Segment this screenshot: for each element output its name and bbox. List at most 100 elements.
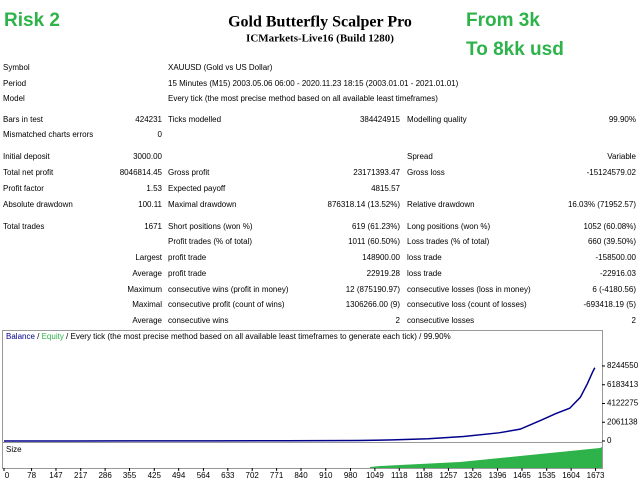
x-tick-label: 702 [246, 471, 260, 480]
report-value: 384424915 [360, 115, 401, 124]
report-label: Maximal [132, 300, 162, 309]
report-label: consecutive wins [168, 316, 228, 325]
report-label: Model [3, 94, 25, 103]
y-tick-label: 4122275 [607, 399, 639, 408]
right-note: To 8kk usd [466, 39, 564, 60]
report-value: 876318.14 (13.52%) [328, 200, 401, 209]
report-value: 6 (-4180.56) [592, 285, 636, 294]
report-label: Mismatched charts errors [3, 130, 93, 139]
report-label: Spread [407, 152, 433, 161]
x-tick-label: 355 [123, 471, 137, 480]
x-tick-label: 1188 [415, 471, 433, 480]
report-value: 660 (39.50%) [588, 237, 636, 246]
x-tick-label: 494 [172, 471, 186, 480]
legend-item: Balance [6, 332, 35, 341]
report-value: 3000.00 [133, 152, 162, 161]
balance-line [3, 367, 596, 442]
report-label: Short positions (won %) [168, 222, 253, 231]
report-value: 16.03% (71952.57) [568, 200, 636, 209]
report-value: 22919.28 [367, 269, 401, 278]
report-label: consecutive wins (profit in money) [168, 285, 289, 294]
report-label: loss trade [407, 269, 442, 278]
report-subtitle: ICMarkets-Live16 (Build 1280) [246, 33, 394, 45]
report-label: XAUUSD (Gold vs US Dollar) [168, 63, 273, 72]
report-value: -15124579.02 [587, 168, 637, 177]
size-label: Size [6, 445, 22, 454]
report-label: Gross loss [407, 168, 445, 177]
report-value: 8046814.45 [120, 168, 163, 177]
x-tick-label: 1326 [464, 471, 482, 480]
y-tick-label: 6183413 [607, 380, 639, 389]
x-tick-label: 425 [148, 471, 162, 480]
report-value: 99.90% [609, 115, 636, 124]
report-value: 424231 [135, 115, 162, 124]
report-title: Gold Butterfly Scalper Pro [228, 14, 412, 31]
report-label: profit trade [168, 253, 207, 262]
x-tick-label: 980 [344, 471, 358, 480]
legend-item: Equity [42, 332, 64, 341]
report-label: Largest [135, 253, 162, 262]
x-tick-label: 840 [294, 471, 308, 480]
x-tick-label: 564 [197, 471, 211, 480]
report-label: Total net profit [3, 168, 54, 177]
report-label: Relative drawdown [407, 200, 475, 209]
report-label: Profit factor [3, 184, 44, 193]
x-tick-label: 1049 [366, 471, 384, 480]
size-area [370, 447, 602, 468]
report-value: 100.11 [138, 200, 162, 209]
y-tick-label: 8244550 [607, 361, 639, 370]
report-value: 1.53 [146, 184, 162, 193]
y-tick-label: 2061138 [607, 417, 638, 426]
right-note: From 3k [466, 10, 540, 31]
report-value: 2 [632, 316, 637, 325]
chart-frame [2, 330, 603, 443]
report-value: 1052 (60.08%) [584, 222, 637, 231]
report-label: consecutive losses [407, 316, 474, 325]
report-value: 148900.00 [362, 253, 400, 262]
x-tick-label: 1465 [513, 471, 531, 480]
y-tick-label: 0 [607, 436, 612, 445]
x-tick-label: 147 [49, 471, 63, 480]
report-label: Long positions (won %) [407, 222, 490, 231]
x-tick-label: 1257 [440, 471, 458, 480]
report-label: Every tick (the most precise method base… [168, 94, 438, 103]
report-label: Loss trades (% of total) [407, 237, 490, 246]
legend-item: / [35, 332, 42, 341]
report-value: -693418.19 (5) [584, 300, 637, 309]
report-label: consecutive loss (count of losses) [407, 300, 527, 309]
report-label: Initial deposit [3, 152, 50, 161]
report-label: Modelling quality [407, 115, 467, 124]
report-label: Total trades [3, 222, 44, 231]
report-value: -158500.00 [596, 253, 637, 262]
report-label: Bars in test [3, 115, 44, 124]
x-tick-label: 1535 [538, 471, 556, 480]
report-value: Variable [607, 152, 636, 161]
report-value: 619 (61.23%) [352, 222, 400, 231]
report-label: profit trade [168, 269, 207, 278]
balance-chart: 0 2061138 4122275 6183413 8244550 0 78 147 217 28… [3, 332, 639, 480]
report-value: 12 (875190.97) [346, 285, 401, 294]
report-value: 2 [396, 316, 401, 325]
report-label: Absolute drawdown [3, 200, 73, 209]
report-label: 15 Minutes (M15) 2003.05.06 06:00 - 2020… [168, 79, 459, 88]
report-label: Maximum [127, 285, 162, 294]
report-label: consecutive profit (count of wins) [168, 300, 285, 309]
legend-item: / Every tick (the most precise method ba… [64, 332, 451, 341]
x-tick-label: 1396 [489, 471, 507, 480]
report-value: 1011 (60.50%) [348, 237, 400, 246]
x-tick-label: 286 [98, 471, 112, 480]
report-value: 1671 [144, 222, 162, 231]
x-tick-label: 1118 [391, 471, 408, 480]
report-label: Expected payoff [168, 184, 226, 193]
report-value: 1306266.00 (9) [346, 300, 401, 309]
chart-legend: Balance / Equity / Every tick (the most … [6, 332, 451, 341]
x-tick-label: 0 [5, 471, 10, 480]
x-tick-label: 910 [319, 471, 333, 480]
report-label: Profit trades (% of total) [168, 237, 252, 246]
report-label: consecutive losses (loss in money) [407, 285, 531, 294]
x-tick-label: 771 [270, 471, 284, 480]
report-value: 0 [158, 130, 163, 139]
left-note: Risk 2 [4, 10, 60, 31]
report-label: Symbol [3, 63, 30, 72]
